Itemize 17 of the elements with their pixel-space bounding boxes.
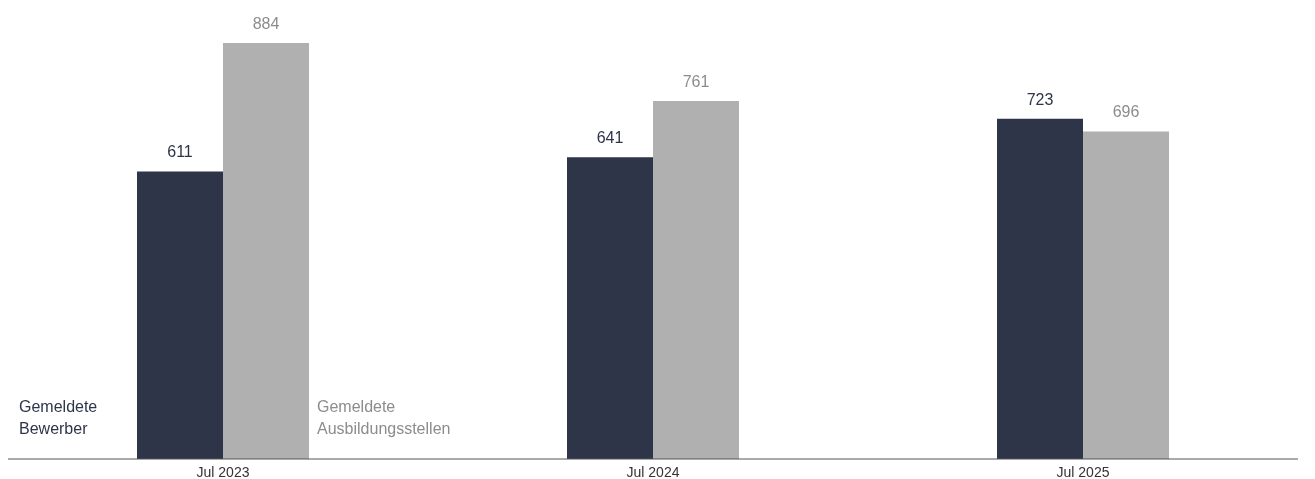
data-label: 641 xyxy=(596,129,624,147)
bar xyxy=(653,100,739,459)
series-label: Gemeldete Ausbildungsstellen xyxy=(317,398,451,437)
bar xyxy=(997,118,1083,459)
bar xyxy=(1083,131,1169,459)
x-tick-label: Jul 2024 xyxy=(626,463,680,479)
data-label: 884 xyxy=(252,15,280,32)
text: Gemeldete Bewerber xyxy=(19,398,98,437)
data-label: 696 xyxy=(1112,103,1140,121)
bar xyxy=(567,157,653,459)
bar xyxy=(223,43,309,459)
data-label: 761 xyxy=(682,72,710,90)
data-label: 723 xyxy=(1026,90,1054,108)
data-label: 611 xyxy=(167,143,193,161)
bar xyxy=(137,171,223,459)
x-tick-label: Jul 2025 xyxy=(1056,463,1110,479)
x-tick-label: Jul 2023 xyxy=(196,463,250,479)
